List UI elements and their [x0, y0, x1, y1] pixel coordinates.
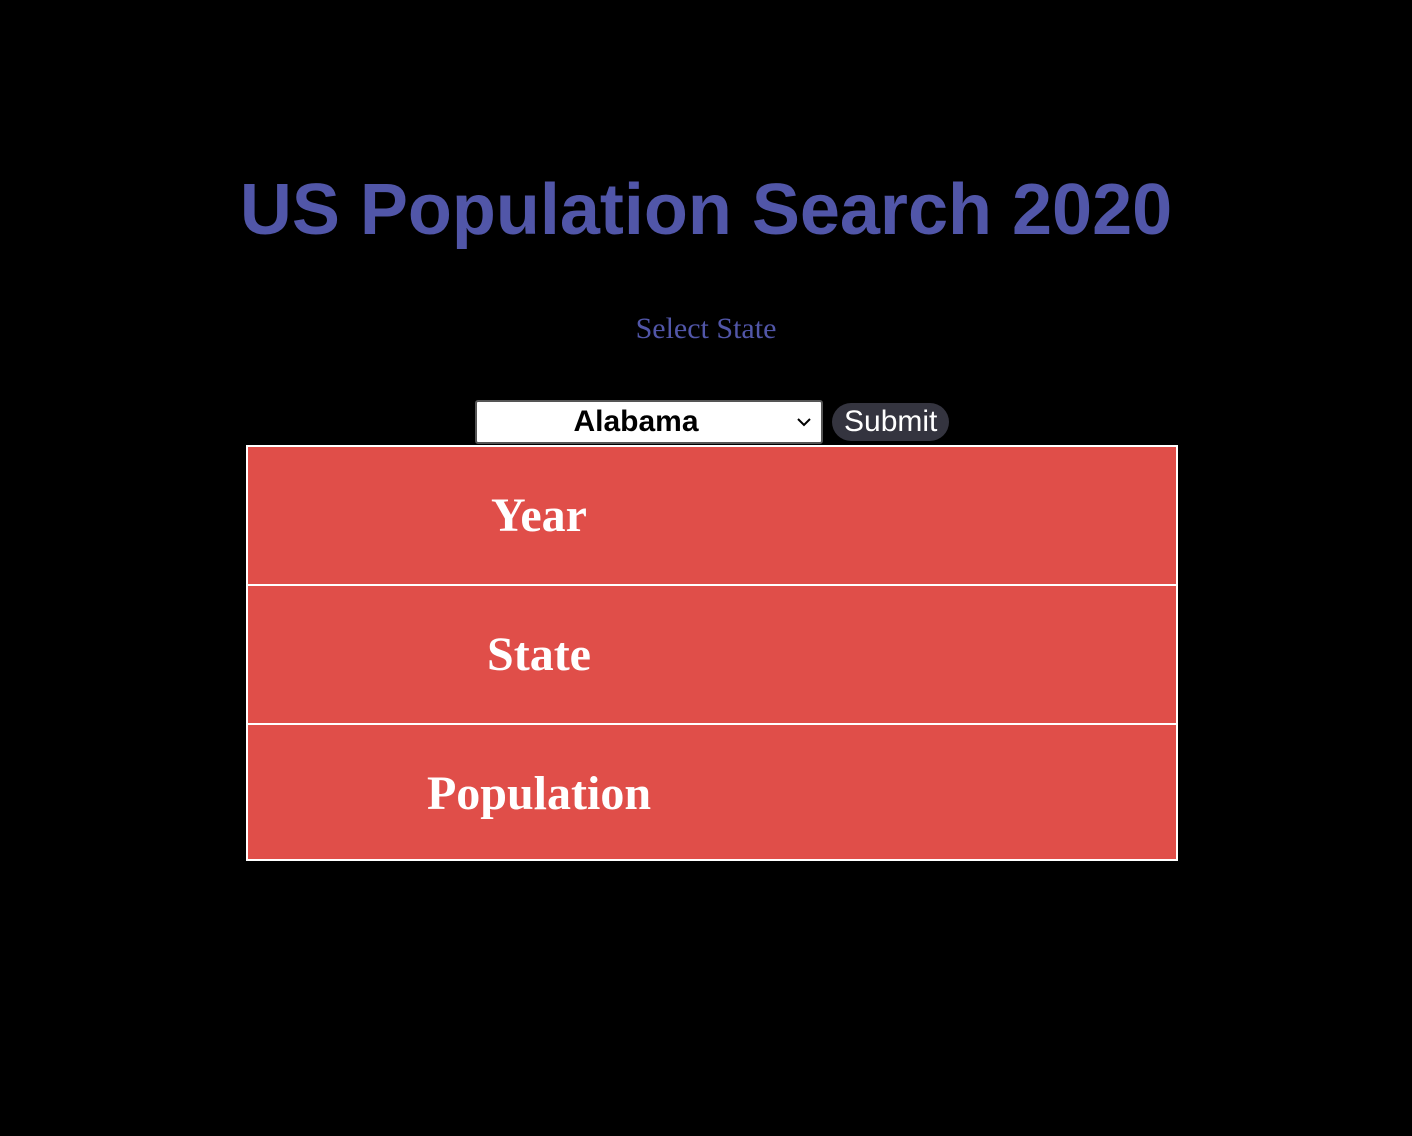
year-label: Year: [248, 447, 830, 584]
population-label-text: Population: [426, 766, 652, 820]
state-label: State: [248, 586, 830, 723]
state-label-text: State: [487, 628, 591, 681]
table-row: Year: [248, 447, 1176, 584]
search-controls: Alabama Submit: [475, 400, 950, 444]
select-state-label: Select State: [635, 312, 777, 345]
table-row: State: [248, 584, 1176, 723]
year-value: [830, 447, 1176, 584]
state-select-value: Alabama: [573, 405, 699, 438]
population-value: [830, 725, 1176, 861]
submit-button[interactable]: Submit: [832, 403, 950, 441]
table-row: Population: [248, 723, 1176, 861]
population-label: Population: [248, 725, 830, 861]
results-table: Year State Population: [246, 445, 1178, 861]
year-label-text: Year: [491, 489, 587, 542]
chevron-down-icon: [797, 418, 811, 427]
state-select[interactable]: Alabama: [475, 400, 823, 444]
state-value: [830, 586, 1176, 723]
page-title: US Population Search 2020: [239, 170, 1173, 250]
